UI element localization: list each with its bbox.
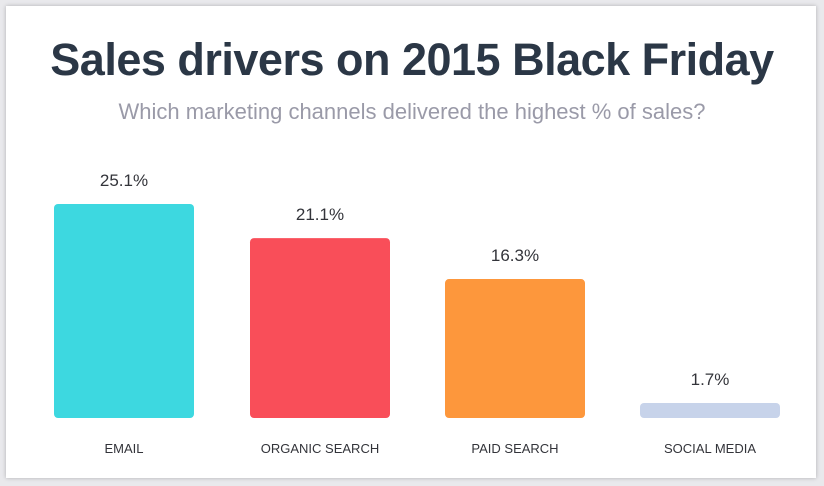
value-label-social-media: 1.7% (691, 370, 730, 389)
bar-organic-search (250, 238, 390, 418)
category-label-organic-search: ORGANIC SEARCH (261, 441, 379, 456)
bar-email (54, 204, 194, 418)
bar-paid-search (445, 279, 585, 418)
bar-social-media (640, 403, 780, 418)
chart-title: Sales drivers on 2015 Black Friday (50, 34, 774, 85)
value-label-paid-search: 16.3% (491, 246, 539, 265)
category-label-social-media: SOCIAL MEDIA (664, 441, 756, 456)
chart-subtitle: Which marketing channels delivered the h… (118, 99, 706, 124)
value-label-email: 25.1% (100, 171, 148, 190)
category-label-email: EMAIL (104, 441, 143, 456)
category-label-paid-search: PAID SEARCH (471, 441, 558, 456)
value-label-organic-search: 21.1% (296, 205, 344, 224)
